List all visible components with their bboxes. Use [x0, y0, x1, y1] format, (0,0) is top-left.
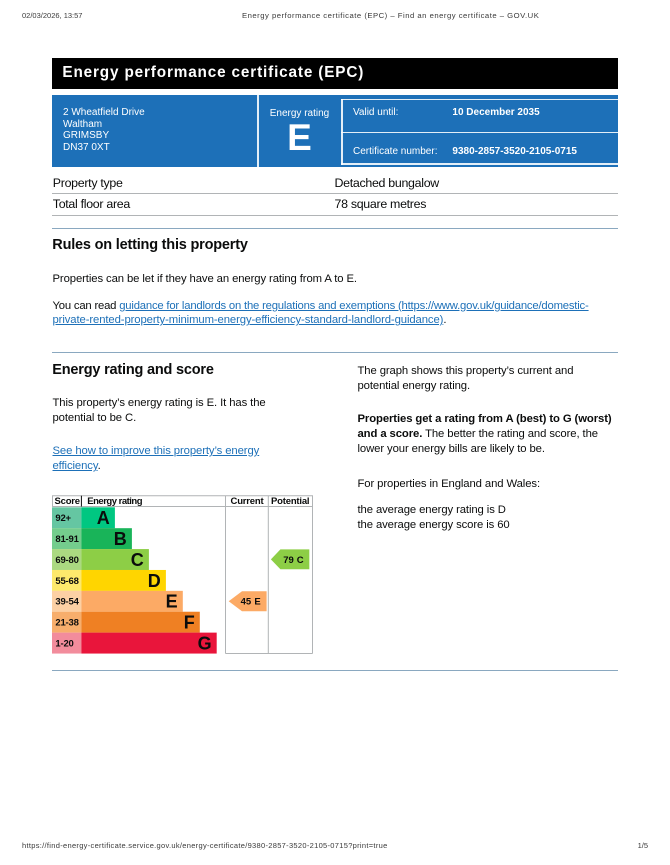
svg-text:C: C: [131, 550, 144, 570]
svg-text:Potential: Potential: [271, 496, 309, 507]
svg-text:E: E: [254, 597, 260, 608]
svg-text:55-68: 55-68: [55, 576, 78, 587]
svg-text:69-80: 69-80: [55, 555, 78, 566]
svg-text:21-38: 21-38: [55, 618, 78, 629]
svg-text:D: D: [148, 571, 161, 591]
svg-text:Current: Current: [231, 496, 265, 507]
svg-text:Energy rating: Energy rating: [87, 496, 142, 507]
svg-text:81-91: 81-91: [55, 534, 79, 545]
svg-text:1-20: 1-20: [55, 638, 73, 649]
svg-text:F: F: [184, 613, 195, 633]
svg-text:C: C: [297, 555, 304, 566]
svg-text:79: 79: [283, 555, 294, 566]
svg-text:92+: 92+: [55, 513, 71, 524]
svg-text:E: E: [166, 592, 178, 612]
svg-text:39-54: 39-54: [55, 597, 79, 608]
svg-text:A: A: [97, 508, 110, 528]
svg-text:B: B: [114, 529, 127, 549]
svg-text:45: 45: [241, 597, 252, 608]
svg-text:Score: Score: [54, 496, 79, 507]
svg-text:G: G: [198, 634, 212, 654]
